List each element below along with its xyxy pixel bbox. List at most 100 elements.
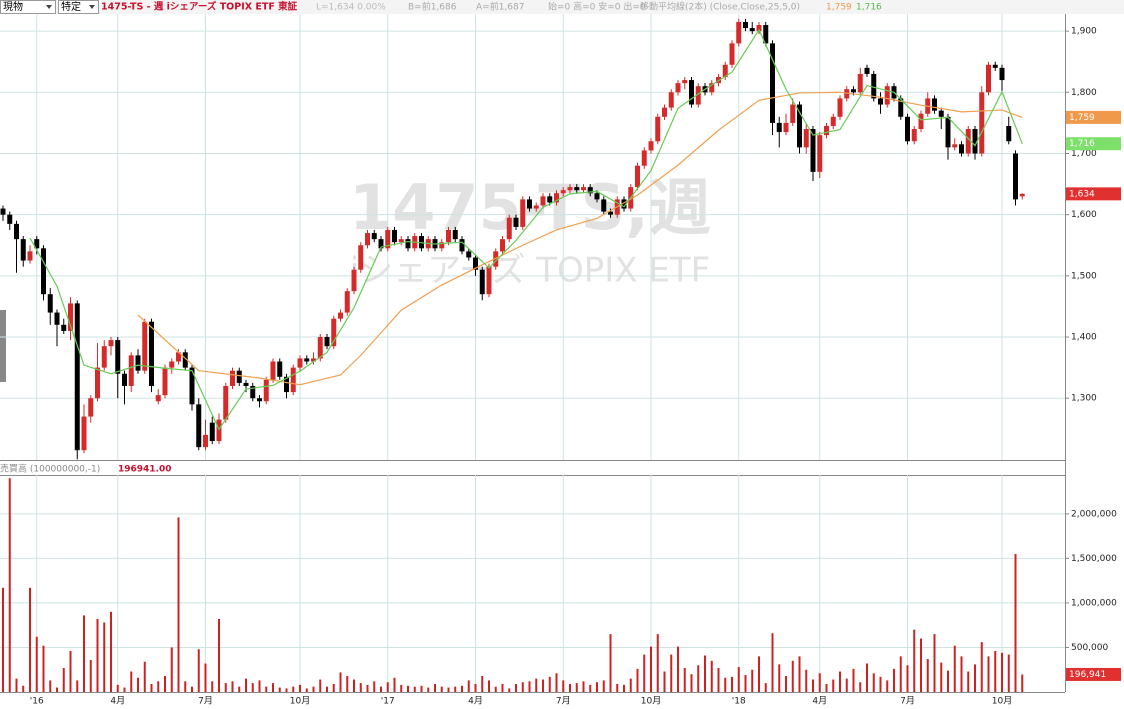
volume-bar (96, 618, 99, 692)
volume-bar (191, 686, 193, 692)
volume-bar (177, 517, 180, 692)
candle-body (965, 129, 971, 154)
candle-body (797, 104, 802, 148)
volume-bar (359, 683, 362, 692)
volume-bar (866, 663, 868, 692)
volume-bar (650, 646, 652, 692)
candle-body (351, 269, 357, 292)
badge-label: 1,759 (1069, 113, 1095, 123)
candle-body (567, 187, 573, 191)
candle-body (878, 98, 883, 105)
volume-bar (373, 681, 376, 692)
candle-body (824, 125, 829, 136)
candle-body (473, 257, 478, 270)
volume-bar (623, 684, 625, 692)
price-badge (1066, 137, 1121, 151)
candle-body (520, 199, 526, 227)
candle-body (311, 358, 316, 362)
account-select[interactable] (58, 0, 99, 14)
candle-body (851, 89, 856, 93)
badge-label: 196,941 (1069, 670, 1106, 680)
volume-bar (548, 676, 551, 692)
y-tick-label: 1,600 (1071, 210, 1097, 220)
volume-bar (589, 684, 592, 692)
moving-average-line (137, 91, 1023, 386)
volume-bar (386, 682, 389, 692)
volume-bar (535, 678, 538, 692)
candle-body (41, 248, 46, 295)
volume-bar (596, 682, 598, 692)
candle-body (574, 187, 580, 191)
volume-bar (488, 680, 490, 692)
x-tick-label: '17 (381, 697, 395, 707)
volume-bar (305, 688, 308, 692)
watermark: iシェアーズ TOPIX ETF (350, 251, 710, 291)
volume-bar (805, 669, 808, 692)
ma25-value: 1,759 (826, 3, 852, 13)
volume-bar (758, 656, 760, 692)
candle-body (149, 321, 154, 386)
volume-bar (62, 667, 65, 692)
candle-body (466, 251, 472, 258)
x-tick-label: 7月 (900, 696, 915, 707)
candle-body (297, 358, 303, 368)
volume-bar (967, 671, 970, 692)
candle-body (155, 395, 161, 402)
volume-bar (812, 679, 814, 692)
candle-body (358, 245, 364, 270)
candle-body (270, 361, 276, 380)
volume-bar (764, 683, 767, 692)
volume-bar (609, 634, 612, 692)
mode-select[interactable] (0, 0, 56, 14)
volume-bar (731, 676, 733, 692)
candle-body (547, 196, 553, 203)
volume-bar (920, 638, 922, 692)
candle-body (189, 367, 195, 405)
account[interactable]: 特定 (61, 0, 81, 13)
volume-bar (69, 651, 72, 692)
candle-body (608, 211, 613, 215)
candle-body (257, 398, 262, 402)
candle-body (722, 64, 728, 78)
candle-body (864, 67, 870, 74)
volume-bar (447, 687, 450, 692)
candle-body (68, 303, 73, 331)
volume-bar (467, 680, 470, 692)
candle-body (911, 129, 917, 142)
volume-bar (332, 683, 335, 692)
volume-bar (656, 634, 659, 692)
candle-body (729, 43, 735, 65)
volume-bar (980, 642, 983, 692)
volume-bar (494, 686, 497, 692)
volume-bar (258, 680, 261, 692)
volume-bar (629, 678, 632, 692)
candle-body (405, 239, 411, 249)
candle-body (108, 340, 114, 347)
volume-bar (238, 686, 241, 692)
side-tab[interactable] (0, 310, 6, 382)
volume-bar (926, 659, 929, 692)
volume-bar (947, 670, 949, 692)
volume-bar (224, 683, 227, 692)
volume-bar (89, 659, 92, 692)
x-tick-label: 10月 (992, 696, 1012, 707)
mode[interactable]: 現物 (3, 0, 23, 13)
candle-body (500, 239, 505, 252)
volume-bar (697, 665, 700, 692)
volume-bar (1014, 553, 1017, 692)
volume-bar (474, 683, 477, 692)
candle-body (533, 205, 539, 209)
volume-bar (582, 681, 585, 692)
candle-body (776, 122, 782, 133)
volume-bar (987, 656, 990, 692)
badge-label: 1,634 (1069, 189, 1095, 199)
candle-body (223, 385, 229, 420)
candle-body (344, 291, 350, 313)
indicator: 移動平均線(2本) (Close,Close,25,5,0) (640, 1, 800, 13)
volume-bar (575, 683, 578, 692)
candle-body (837, 98, 843, 117)
candle-body (0, 208, 6, 215)
candle-body (992, 64, 998, 68)
volume-bar (22, 685, 25, 692)
candle-body (122, 373, 127, 386)
